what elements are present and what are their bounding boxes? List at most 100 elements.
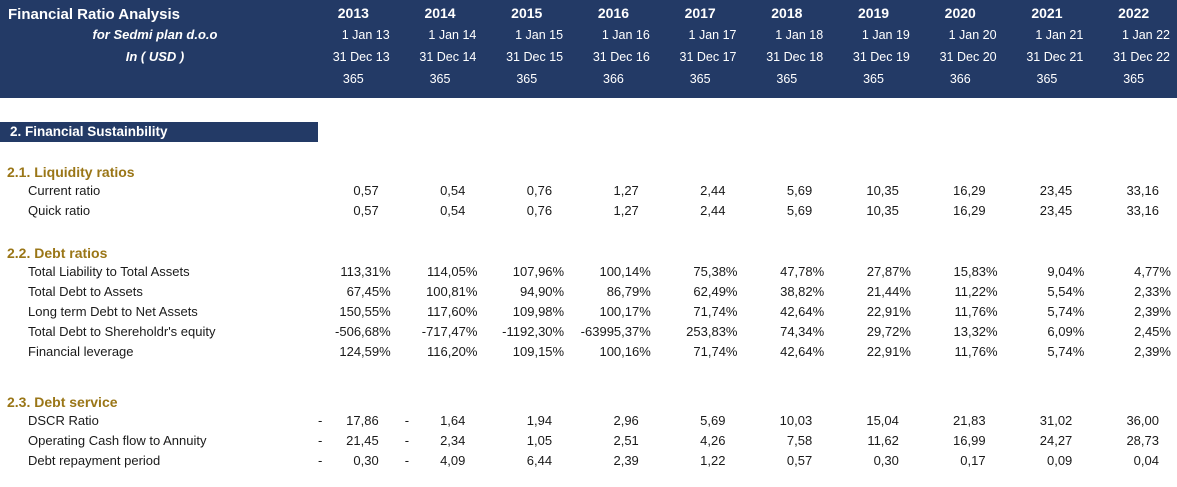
value-cell[interactable]: -2,34 [397, 431, 484, 451]
value-cell[interactable]: -717,47% [421, 324, 478, 339]
value-cell[interactable]: 23,45 [1039, 183, 1073, 198]
value-cell[interactable]: 4,77% [1134, 264, 1171, 279]
section-title-bar[interactable]: 2. Financial Sustainbility [0, 122, 318, 142]
value-cell[interactable]: 47,78% [780, 264, 825, 279]
value-cell[interactable]: 11,62 [867, 433, 899, 448]
value-cell[interactable]: 100,16% [599, 344, 651, 359]
value-cell[interactable]: 24,27 [1039, 433, 1073, 448]
value-cell[interactable]: 21,44% [866, 284, 911, 299]
value-cell[interactable]: 100,17% [599, 304, 651, 319]
value-cell[interactable]: 0,76 [526, 183, 553, 198]
value-cell[interactable]: 15,83% [953, 264, 998, 279]
row-label-cell[interactable]: Current ratio [28, 183, 101, 198]
value-cell[interactable]: 100,81% [426, 284, 478, 299]
value-cell[interactable]: 0,09 [1046, 453, 1073, 468]
value-cell[interactable]: 38,82% [780, 284, 825, 299]
value-cell[interactable]: -4,09 [397, 451, 484, 471]
value-cell[interactable]: 100,14% [599, 264, 651, 279]
value-cell[interactable]: 0,57 [786, 453, 813, 468]
value-cell[interactable]: 5,69 [700, 413, 726, 428]
value-cell[interactable]: 6,09% [1047, 324, 1085, 339]
value-cell[interactable]: 2,39% [1134, 344, 1171, 359]
row-label-cell[interactable]: Total Debt to Shereholdr's equity [28, 324, 216, 339]
section-heading[interactable]: 2.1. Liquidity ratios [7, 164, 135, 180]
value-cell[interactable]: 107,96% [512, 264, 565, 279]
value-cell[interactable]: 2,39 [613, 453, 639, 468]
value-cell[interactable]: 71,74% [693, 344, 738, 359]
value-cell[interactable]: 31,02 [1039, 413, 1073, 428]
value-cell[interactable]: 23,45 [1039, 203, 1073, 218]
value-cell[interactable]: 117,60% [427, 304, 478, 319]
value-cell[interactable]: -1192,30% [502, 324, 565, 339]
value-cell[interactable]: 36,00 [1126, 413, 1159, 428]
value-cell[interactable]: 0,57 [353, 183, 379, 198]
row-label-cell[interactable]: Debt repayment period [28, 453, 161, 468]
value-cell[interactable]: 13,32% [953, 324, 998, 339]
value-cell[interactable]: 253,83% [686, 324, 738, 339]
value-cell[interactable]: 124,59% [339, 344, 391, 359]
row-label-cell[interactable]: DSCR Ratio [28, 413, 99, 428]
value-cell[interactable]: 42,64% [780, 304, 825, 319]
row-label-cell[interactable]: Financial leverage [28, 344, 134, 359]
value-cell[interactable]: 9,04% [1047, 264, 1085, 279]
value-cell[interactable]: 2,44 [700, 203, 726, 218]
value-cell[interactable]: 28,73 [1126, 433, 1159, 448]
value-cell[interactable]: 27,87% [866, 264, 911, 279]
value-cell[interactable]: 0,54 [440, 203, 466, 218]
value-cell[interactable]: 75,38% [693, 264, 738, 279]
row-label-cell[interactable]: Quick ratio [28, 203, 91, 218]
value-cell[interactable]: 29,72% [866, 324, 911, 339]
value-cell[interactable]: 74,34% [780, 324, 825, 339]
value-cell[interactable]: 71,74% [693, 304, 738, 319]
value-cell[interactable]: 2,33% [1134, 284, 1171, 299]
value-cell[interactable]: 0,76 [526, 203, 553, 218]
value-cell[interactable]: 150,55% [339, 304, 391, 319]
value-cell[interactable]: 2,51 [613, 433, 639, 448]
section-heading[interactable]: 2.2. Debt ratios [7, 245, 108, 261]
value-cell[interactable]: 67,45% [346, 284, 391, 299]
row-label-cell[interactable]: Total Debt to Assets [28, 284, 143, 299]
value-cell[interactable]: 11,76% [954, 304, 998, 319]
value-cell[interactable]: 6,44 [526, 453, 553, 468]
value-cell[interactable]: 42,64% [780, 344, 825, 359]
value-cell[interactable]: -63995,37% [580, 324, 651, 339]
value-cell[interactable]: 113,31% [340, 264, 391, 279]
value-cell[interactable]: 21,83 [953, 413, 986, 428]
row-label-cell[interactable]: Long term Debt to Net Assets [28, 304, 198, 319]
value-cell[interactable]: 16,29 [953, 203, 986, 218]
value-cell[interactable]: -17,86 [310, 411, 397, 431]
value-cell[interactable]: 2,44 [700, 183, 726, 198]
section-heading[interactable]: 2.3. Debt service [7, 394, 118, 410]
value-cell[interactable]: 1,94 [526, 413, 553, 428]
value-cell[interactable]: 10,03 [779, 413, 813, 428]
value-cell[interactable]: 4,26 [700, 433, 726, 448]
value-cell[interactable]: 2,39% [1134, 304, 1171, 319]
row-label-cell[interactable]: Total Liability to Total Assets [28, 264, 190, 279]
value-cell[interactable]: 94,90% [520, 284, 565, 299]
value-cell[interactable]: 1,27 [613, 203, 639, 218]
value-cell[interactable]: 15,04 [866, 413, 899, 428]
value-cell[interactable]: 0,17 [960, 453, 986, 468]
value-cell[interactable]: 5,54% [1047, 284, 1085, 299]
value-cell[interactable]: 5,69 [786, 203, 813, 218]
value-cell[interactable]: 116,20% [427, 344, 478, 359]
value-cell[interactable]: 5,74% [1047, 304, 1085, 319]
value-cell[interactable]: 33,16 [1126, 203, 1159, 218]
value-cell[interactable]: 33,16 [1126, 183, 1159, 198]
value-cell[interactable]: 109,15% [512, 344, 565, 359]
value-cell[interactable]: 5,74% [1047, 344, 1085, 359]
value-cell[interactable]: 114,05% [427, 264, 478, 279]
value-cell[interactable]: -1,64 [397, 411, 484, 431]
value-cell[interactable]: 5,69 [786, 183, 813, 198]
value-cell[interactable]: 0,57 [353, 203, 379, 218]
value-cell[interactable]: 0,04 [1133, 453, 1159, 468]
value-cell[interactable]: 1,05 [526, 433, 553, 448]
value-cell[interactable]: 7,58 [786, 433, 813, 448]
value-cell[interactable]: 22,91% [866, 304, 911, 319]
value-cell[interactable]: -0,30 [310, 451, 397, 471]
row-label-cell[interactable]: Operating Cash flow to Annuity [28, 433, 207, 448]
value-cell[interactable]: 22,91% [866, 344, 911, 359]
value-cell[interactable]: 11,76% [954, 344, 998, 359]
value-cell[interactable]: 11,22% [954, 284, 998, 299]
value-cell[interactable]: 10,35 [866, 183, 899, 198]
